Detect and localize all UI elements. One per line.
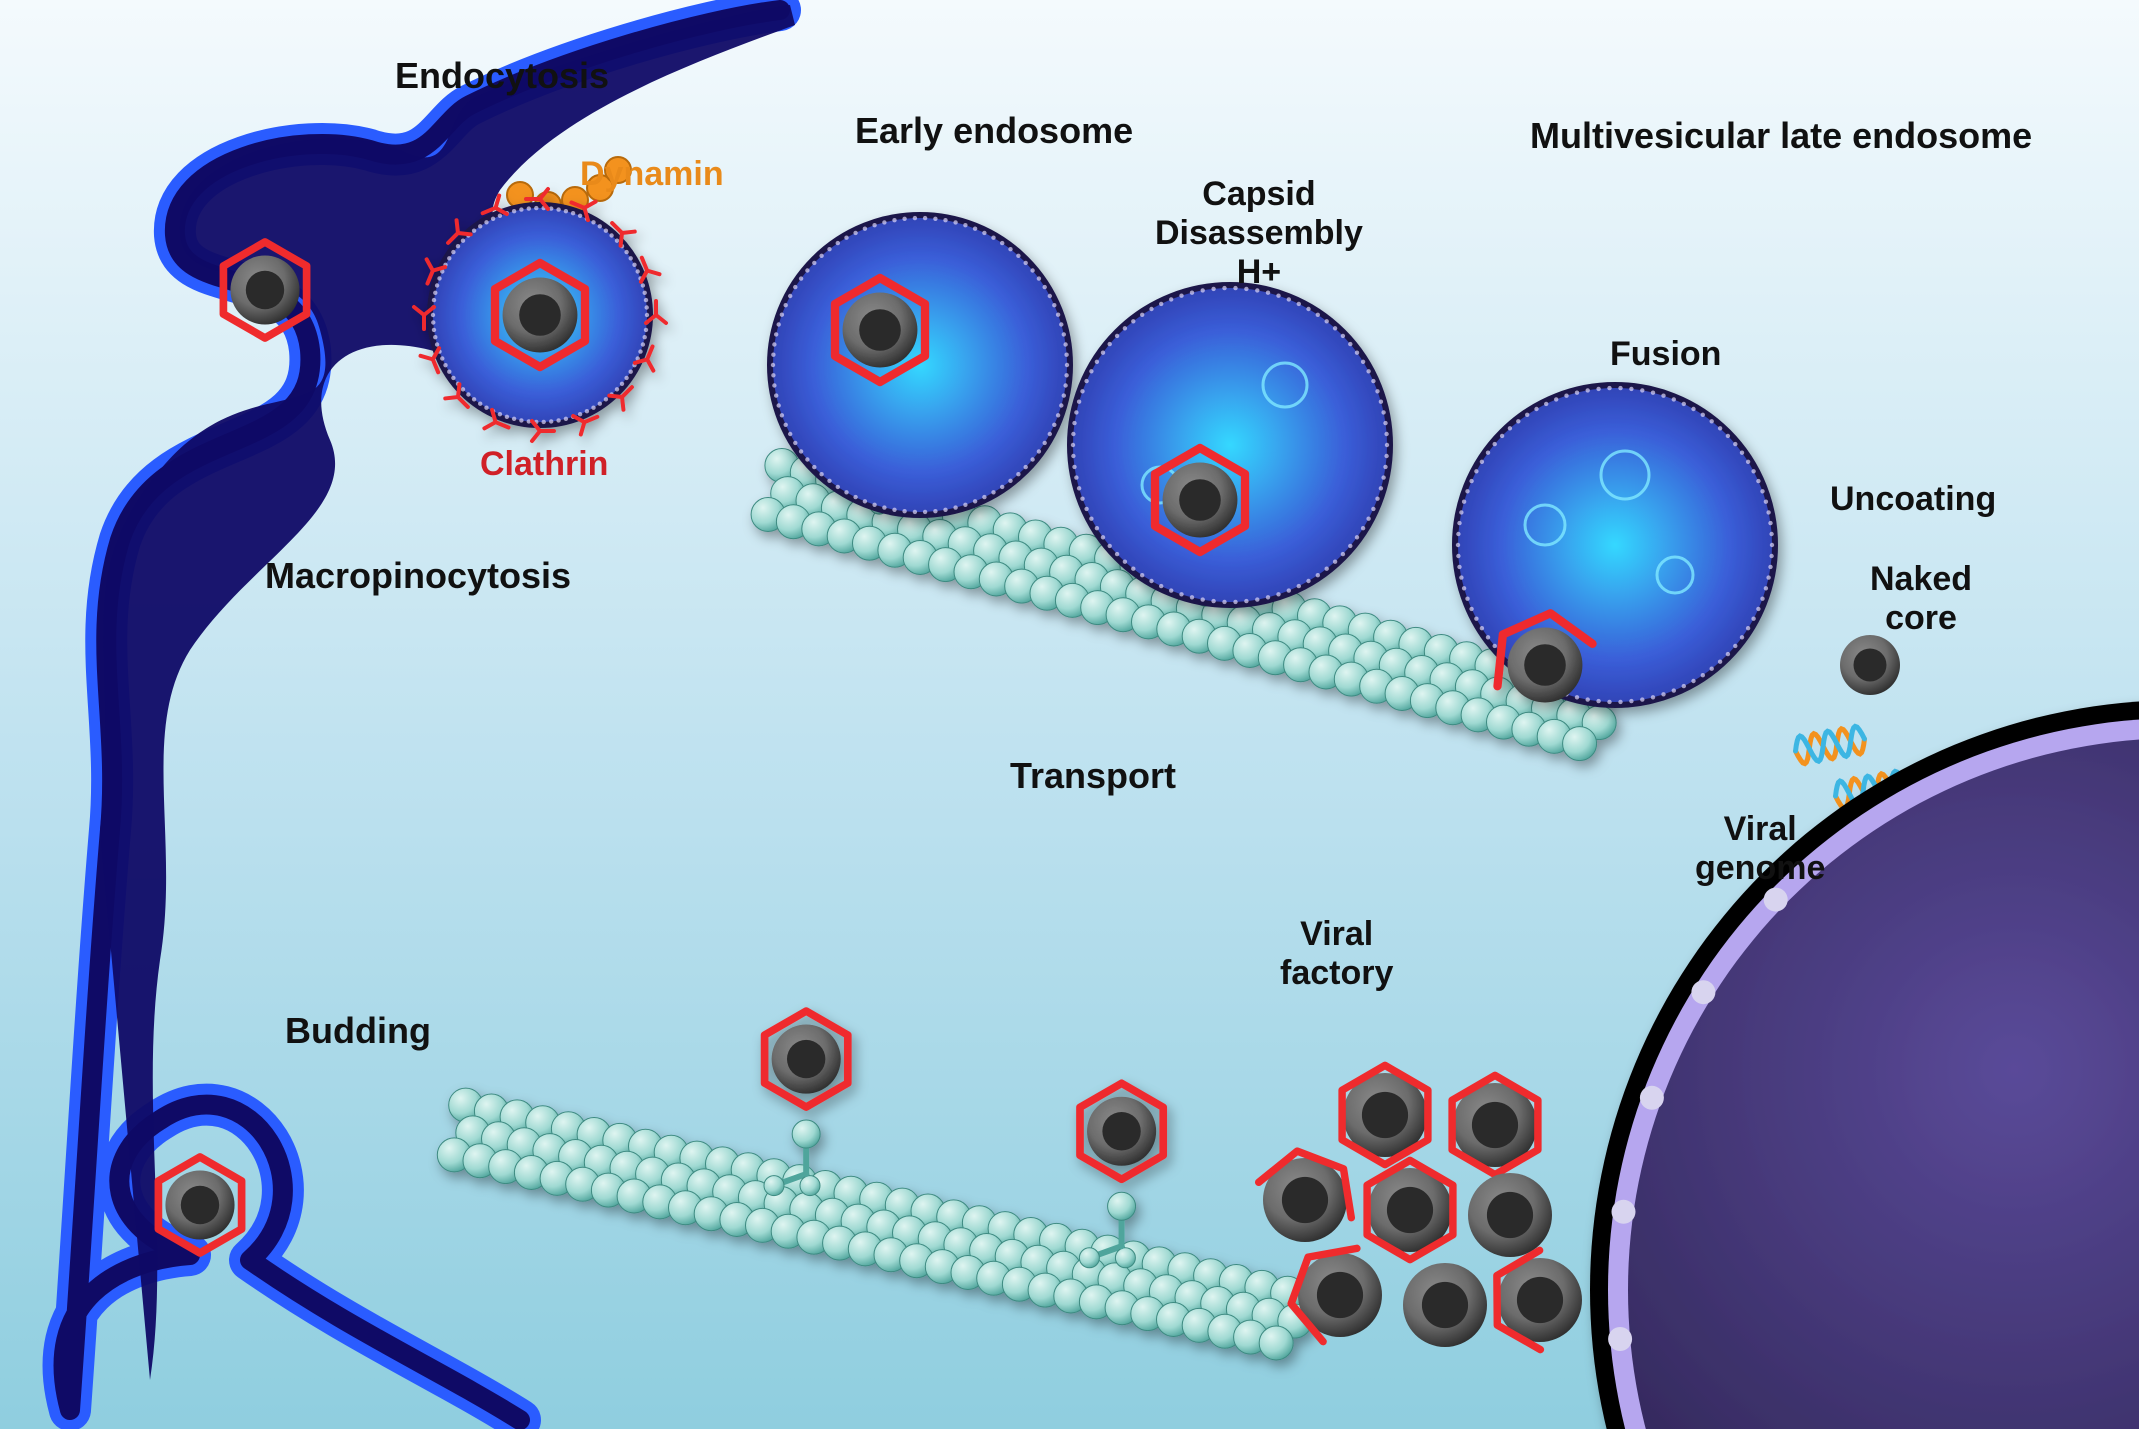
label-endocytosis: Endocytosis: [395, 55, 609, 96]
nuclear-pore-icon: [1764, 888, 1788, 912]
label-mv_late_endosome: Multivesicular late endosome: [1530, 115, 2032, 156]
nuclear-pore-icon: [1691, 980, 1715, 1004]
endosome: [1070, 285, 1390, 605]
label-uncoating: Uncoating: [1830, 480, 1996, 519]
nuclear-pore-icon: [1608, 1327, 1632, 1351]
label-capsid: Capsid Disassembly H+: [1155, 175, 1363, 292]
endosome: [770, 215, 1070, 515]
label-clathrin: Clathrin: [480, 445, 608, 484]
nuclear-pore-icon: [1640, 1086, 1664, 1110]
label-viral_factory: Viral factory: [1280, 915, 1393, 993]
label-budding: Budding: [285, 1010, 431, 1051]
virus-icon: [223, 242, 306, 338]
endosome: [1455, 385, 1775, 705]
diagram-svg: [0, 0, 2139, 1429]
label-macropinocytosis: Macropinocytosis: [265, 555, 571, 596]
naked-core-icon: [1840, 635, 1900, 695]
label-viral_genome: Viral genome: [1695, 810, 1825, 888]
label-dynamin: Dynamin: [580, 155, 724, 194]
label-fusion: Fusion: [1610, 335, 1721, 374]
label-early_endosome: Early endosome: [855, 110, 1133, 151]
diagram-stage: Endocytosis Early endosome Multivesicular …: [0, 0, 2139, 1429]
nuclear-pore-icon: [1612, 1200, 1636, 1224]
label-transport: Transport: [1010, 755, 1176, 796]
label-naked_core: Naked core: [1870, 560, 1972, 638]
virus-icon: [158, 1157, 241, 1253]
